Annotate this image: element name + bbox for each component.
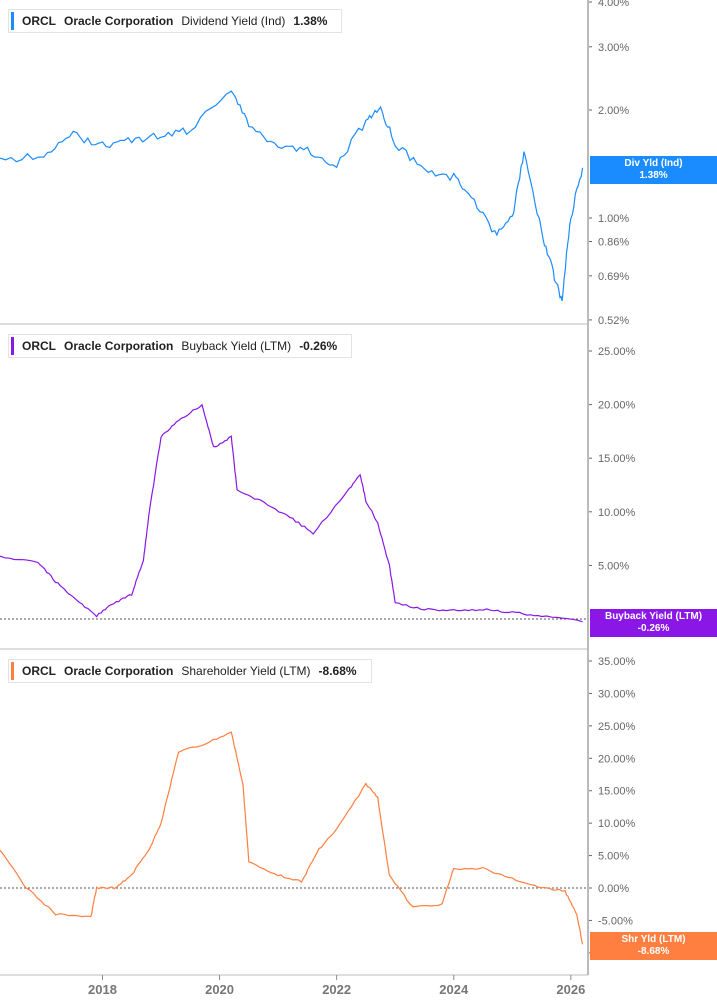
- y-tick-label: 0.69%: [598, 271, 629, 283]
- legend-value: -8.68%: [318, 664, 357, 678]
- last-value-flag-shareholder: Shr Yld (LTM) -8.68%: [590, 932, 717, 960]
- flag-value: -8.68%: [637, 946, 670, 957]
- legend-shareholder-yield: ORCL Oracle Corporation Shareholder Yiel…: [8, 659, 372, 683]
- y-tick-label: 15.00%: [598, 453, 636, 465]
- y-tick-label: 25.00%: [598, 721, 636, 733]
- legend-metric: Buyback Yield (LTM): [181, 339, 292, 353]
- y-tick-label: 30.00%: [598, 688, 636, 700]
- y-tick-label: 0.52%: [598, 315, 629, 327]
- y-tick-label: 3.00%: [598, 42, 629, 54]
- y-tick-label: 5.00%: [598, 851, 629, 863]
- legend-ticker: ORCL: [22, 664, 56, 678]
- legend-company: Oracle Corporation: [64, 664, 174, 678]
- series-color-swatch: [11, 337, 14, 355]
- y-tick-label: 5.00%: [598, 560, 629, 572]
- x-tick-label: 2024: [439, 982, 469, 997]
- legend-dividend-yield: ORCL Oracle Corporation Dividend Yield (…: [8, 9, 343, 33]
- series-color-swatch: [11, 12, 14, 30]
- last-value-flag-buyback: Buyback Yield (LTM) -0.26%: [590, 609, 717, 637]
- legend-buyback-yield: ORCL Oracle Corporation Buyback Yield (L…: [8, 334, 353, 358]
- series-color-swatch: [11, 662, 14, 680]
- flag-label: Buyback Yield (LTM): [604, 611, 703, 622]
- series-line-0: [0, 90, 584, 302]
- series-line-1: [0, 403, 583, 623]
- legend-company: Oracle Corporation: [64, 339, 174, 353]
- series-line-2: [0, 731, 584, 945]
- y-tick-label: 0.86%: [598, 237, 629, 249]
- flag-value: 1.38%: [639, 170, 668, 181]
- y-tick-label: -5.00%: [598, 915, 633, 927]
- x-tick-label: 2026: [556, 982, 585, 997]
- flag-value: -0.26%: [637, 623, 670, 634]
- y-tick-label: 20.00%: [598, 753, 636, 765]
- y-tick-label: 10.00%: [598, 507, 636, 519]
- x-tick-label: 2018: [88, 982, 117, 997]
- legend-company: Oracle Corporation: [64, 14, 174, 28]
- legend-metric: Dividend Yield (Ind): [181, 14, 286, 28]
- y-tick-label: 15.00%: [598, 786, 636, 798]
- y-tick-label: 4.00%: [598, 0, 629, 9]
- x-tick-label: 2020: [205, 982, 234, 997]
- last-value-flag-div: Div Yld (Ind) 1.38%: [590, 156, 717, 184]
- y-tick-label: 0.00%: [598, 883, 629, 895]
- x-tick-label: 2022: [322, 982, 351, 997]
- legend-value: -0.26%: [299, 339, 338, 353]
- y-tick-label: 10.00%: [598, 818, 636, 830]
- legend-value: 1.38%: [293, 14, 328, 28]
- flag-label: Div Yld (Ind): [624, 158, 683, 169]
- legend-ticker: ORCL: [22, 339, 56, 353]
- y-tick-label: 2.00%: [598, 105, 629, 117]
- flag-label: Shr Yld (LTM): [621, 934, 686, 945]
- legend-ticker: ORCL: [22, 14, 56, 28]
- y-tick-label: 20.00%: [598, 400, 636, 412]
- y-tick-label: 35.00%: [598, 656, 636, 668]
- legend-metric: Shareholder Yield (LTM): [181, 664, 311, 678]
- y-tick-label: 25.00%: [598, 346, 636, 358]
- y-tick-label: 1.00%: [598, 213, 629, 225]
